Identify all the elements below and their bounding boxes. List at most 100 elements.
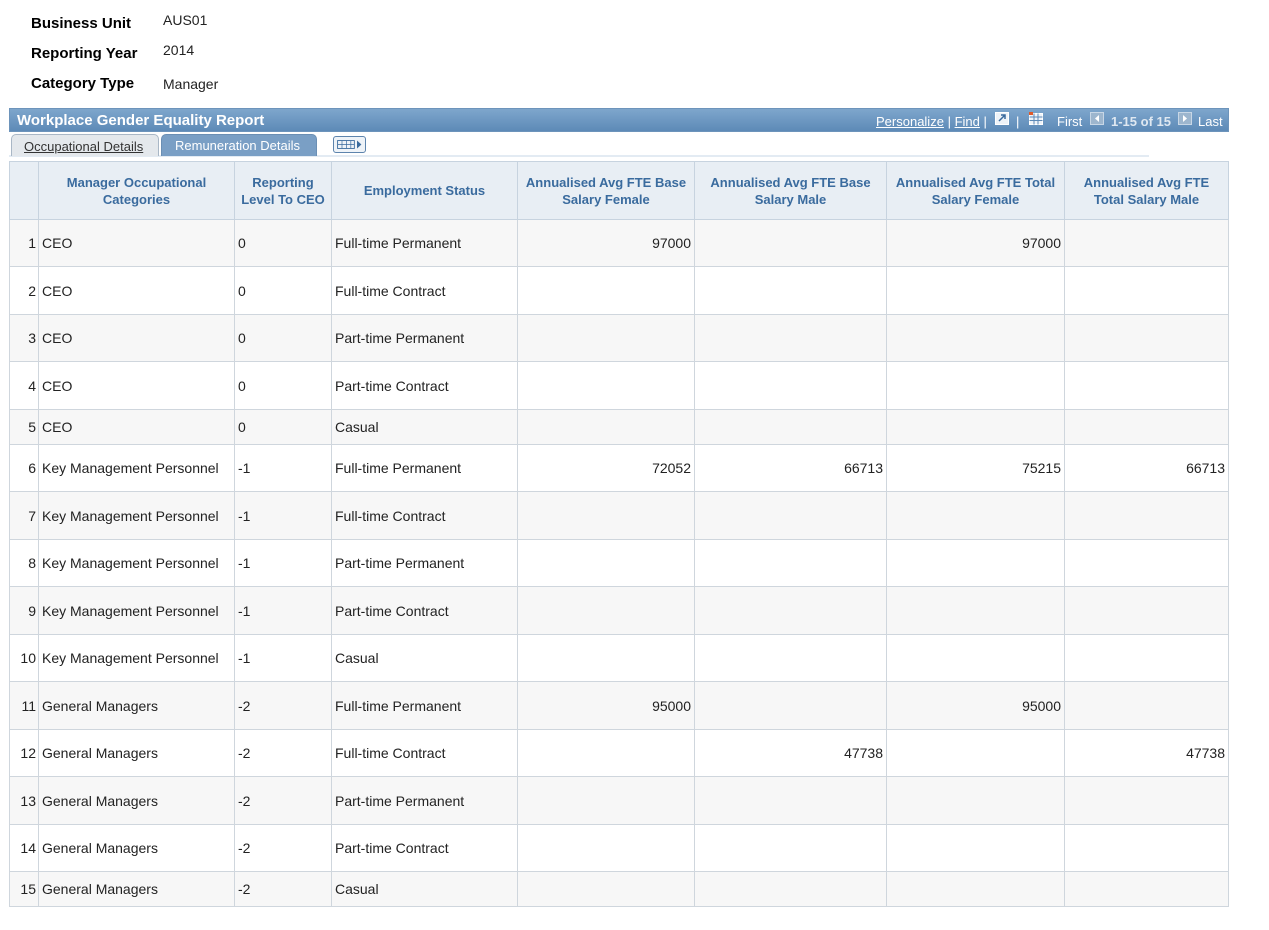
- column-header-base-male[interactable]: Annualised Avg FTE Base Salary Male: [694, 161, 887, 220]
- tab-occupational-details[interactable]: Occupational Details: [11, 134, 159, 156]
- table-row: 5 CEO 0 Casual: [9, 409, 1229, 445]
- base-salary-female-cell: [517, 409, 695, 445]
- total-salary-male-cell: [1064, 314, 1229, 362]
- employment-status-cell: Part-time Permanent: [331, 776, 518, 825]
- base-salary-male-cell: [694, 824, 887, 872]
- category-type-label: Category Type: [31, 75, 135, 92]
- total-salary-male-cell: [1064, 539, 1229, 587]
- column-header-total-female[interactable]: Annualised Avg FTE Total Salary Female: [886, 161, 1065, 220]
- table-row: 15 General Managers -2 Casual: [9, 871, 1229, 907]
- category-cell: Key Management Personnel: [38, 491, 235, 540]
- row-index: 4: [9, 361, 39, 410]
- base-salary-male-cell: [694, 266, 887, 315]
- reporting-level-cell: -1: [234, 491, 332, 540]
- total-salary-female-cell: [886, 491, 1065, 540]
- total-salary-female-cell: [886, 586, 1065, 635]
- row-index: 5: [9, 409, 39, 445]
- reporting-level-cell: 0: [234, 409, 332, 445]
- report-grid: Workplace Gender Equality Report Persona…: [9, 108, 1229, 908]
- grid-navigation: Personalize | Find |: [876, 114, 987, 129]
- employment-status-cell: Full-time Permanent: [331, 444, 518, 492]
- base-salary-female-cell: [517, 776, 695, 825]
- reporting-level-cell: -2: [234, 824, 332, 872]
- employment-status-cell: Full-time Contract: [331, 491, 518, 540]
- total-salary-female-cell: 75215: [886, 444, 1065, 492]
- business-unit-label: Business Unit: [31, 15, 132, 32]
- nav-separator: |: [1016, 114, 1020, 129]
- base-salary-female-cell: 72052: [517, 444, 695, 492]
- first-label: First: [1057, 114, 1083, 129]
- base-salary-male-cell: [694, 491, 887, 540]
- base-salary-male-cell: [694, 634, 887, 682]
- column-header-reporting-level[interactable]: Reporting Level To CEO: [234, 161, 332, 220]
- total-salary-male-cell: [1064, 824, 1229, 872]
- employment-status-cell: Casual: [331, 634, 518, 682]
- total-salary-female-cell: 95000: [886, 681, 1065, 730]
- row-index: 7: [9, 491, 39, 540]
- table-row: 4 CEO 0 Part-time Contract: [9, 361, 1229, 410]
- zoom-grid-icon[interactable]: [995, 112, 1009, 125]
- total-salary-male-cell: [1064, 871, 1229, 907]
- reporting-level-cell: -2: [234, 776, 332, 825]
- table-header-row: Manager Occupational Categories Reportin…: [9, 161, 1229, 220]
- reporting-year-label: Reporting Year: [31, 45, 138, 62]
- total-salary-female-cell: [886, 634, 1065, 682]
- table-row: 9 Key Management Personnel -1 Part-time Con…: [9, 586, 1229, 635]
- total-salary-male-cell: [1064, 634, 1229, 682]
- grid-title-bar: Workplace Gender Equality Report Persona…: [9, 108, 1229, 132]
- total-salary-male-cell: 66713: [1064, 444, 1229, 492]
- table-row: 12 General Managers -2 Full-time Contract 47…: [9, 729, 1229, 777]
- column-header-category[interactable]: Manager Occupational Categories: [38, 161, 235, 220]
- row-index: 9: [9, 586, 39, 635]
- table-row: 2 CEO 0 Full-time Contract: [9, 266, 1229, 315]
- show-all-columns-icon[interactable]: [333, 136, 366, 153]
- table-row: 13 General Managers -2 Part-time Permanent: [9, 776, 1229, 825]
- tab-remuneration-details[interactable]: Remuneration Details: [161, 134, 317, 156]
- employment-status-cell: Part-time Contract: [331, 361, 518, 410]
- total-salary-female-cell: [886, 776, 1065, 825]
- employment-status-cell: Casual: [331, 409, 518, 445]
- employment-status-cell: Full-time Contract: [331, 729, 518, 777]
- remuneration-table: Manager Occupational Categories Reportin…: [9, 161, 1229, 907]
- base-salary-male-cell: [694, 314, 887, 362]
- find-link[interactable]: Find: [954, 114, 980, 129]
- category-cell: General Managers: [38, 824, 235, 872]
- nav-separator: |: [983, 114, 987, 129]
- base-salary-female-cell: [517, 539, 695, 587]
- base-salary-male-cell: [694, 586, 887, 635]
- column-header-base-female[interactable]: Annualised Avg FTE Base Salary Female: [517, 161, 695, 220]
- total-salary-male-cell: [1064, 586, 1229, 635]
- row-index: 2: [9, 266, 39, 315]
- reporting-level-cell: -2: [234, 729, 332, 777]
- category-cell: CEO: [38, 266, 235, 315]
- total-salary-male-cell: [1064, 776, 1229, 825]
- category-cell: General Managers: [38, 681, 235, 730]
- employment-status-cell: Full-time Permanent: [331, 219, 518, 267]
- category-cell: Key Management Personnel: [38, 586, 235, 635]
- column-header-employment-status[interactable]: Employment Status: [331, 161, 518, 220]
- reporting-level-cell: -2: [234, 871, 332, 907]
- total-salary-male-cell: [1064, 219, 1229, 267]
- table-row: 3 CEO 0 Part-time Permanent: [9, 314, 1229, 362]
- category-cell: CEO: [38, 314, 235, 362]
- base-salary-male-cell: [694, 539, 887, 587]
- business-unit-value: AUS01: [163, 12, 208, 28]
- row-index: 3: [9, 314, 39, 362]
- base-salary-female-cell: [517, 824, 695, 872]
- employment-status-cell: Part-time Contract: [331, 824, 518, 872]
- reporting-level-cell: 0: [234, 314, 332, 362]
- category-cell: General Managers: [38, 871, 235, 907]
- total-salary-male-cell: [1064, 266, 1229, 315]
- nav-separator: |: [947, 114, 951, 129]
- table-row: 10 Key Management Personnel -1 Casual: [9, 634, 1229, 682]
- category-cell: Key Management Personnel: [38, 634, 235, 682]
- personalize-link[interactable]: Personalize: [876, 114, 944, 129]
- row-index: 12: [9, 729, 39, 777]
- table-row: 11 General Managers -2 Full-time Permanent 9…: [9, 681, 1229, 730]
- category-cell: CEO: [38, 219, 235, 267]
- base-salary-male-cell: [694, 409, 887, 445]
- base-salary-male-cell: [694, 776, 887, 825]
- column-header-total-male[interactable]: Annualised Avg FTE Total Salary Male: [1064, 161, 1229, 220]
- base-salary-female-cell: [517, 729, 695, 777]
- download-excel-icon[interactable]: [1029, 112, 1043, 125]
